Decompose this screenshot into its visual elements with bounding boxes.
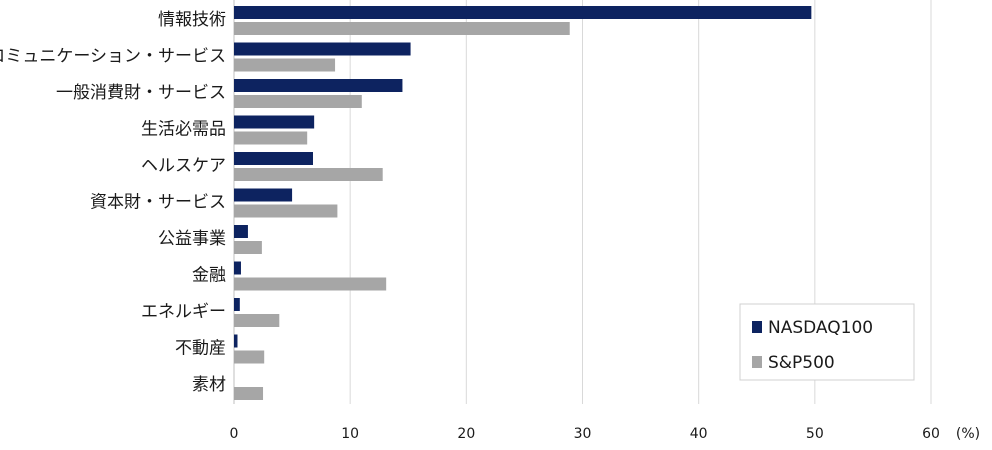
legend-box [739, 303, 915, 381]
bar-nasdaq100 [234, 42, 411, 56]
legend-swatch-nasdaq100 [752, 321, 762, 333]
category-label: ヘルスケア [141, 156, 226, 176]
x-tick-label: 40 [690, 426, 708, 442]
category-label: 情報技術 [158, 10, 226, 30]
category-label: 素材 [192, 375, 226, 395]
category-label: エネルギー [141, 302, 226, 322]
legend-label-nasdaq100: NASDAQ100 [768, 318, 873, 338]
bar-sp500 [234, 22, 570, 35]
bar-nasdaq100 [234, 261, 241, 275]
category-label: 生活必需品 [141, 120, 226, 140]
bar-nasdaq100 [234, 298, 240, 311]
x-tick-label: 10 [341, 426, 359, 442]
x-tick-label: 60 [922, 426, 940, 442]
x-tick-labels: 0 10 20 30 40 50 60 [230, 426, 940, 442]
bar-sp500 [234, 241, 262, 254]
bar-sp500 [234, 168, 383, 181]
x-tick-label: 50 [806, 426, 824, 442]
x-axis-unit-label: (%) [956, 426, 980, 442]
category-label: 一般消費財・サービス [56, 83, 226, 103]
bar-nasdaq100 [234, 334, 238, 348]
bar-nasdaq100 [234, 79, 403, 92]
bar-sp500 [234, 277, 387, 291]
bar-sp500 [234, 204, 338, 218]
x-tick-label: 0 [230, 426, 239, 442]
bar-nasdaq100 [234, 6, 812, 19]
bar-sp500 [234, 95, 362, 108]
bar-sp500 [234, 58, 336, 72]
category-label: 不動産 [175, 339, 226, 359]
bar-nasdaq100 [234, 225, 248, 238]
bar-sp500 [234, 350, 265, 364]
category-labels: 情報技術コミュニケーション・サービス一般消費財・サービス生活必需品ヘルスケア資本… [0, 10, 226, 395]
x-tick-label: 20 [457, 426, 475, 442]
legend-label-sp500: S&P500 [768, 353, 835, 373]
bar-nasdaq100 [234, 152, 313, 165]
category-label: 公益事業 [158, 229, 226, 249]
legend: NASDAQ100 S&P500 [739, 303, 915, 381]
bar-nasdaq100 [234, 188, 293, 202]
bar-nasdaq100 [234, 115, 315, 129]
bar-sp500 [234, 314, 280, 327]
legend-swatch-sp500 [752, 356, 762, 368]
x-tick-label: 30 [574, 426, 592, 442]
category-label: コミュニケーション・サービス [0, 47, 226, 67]
bar-sp500 [234, 387, 264, 400]
bar-sp500 [234, 131, 308, 145]
bars [234, 6, 812, 400]
category-label: 資本財・サービス [90, 193, 226, 213]
category-label: 金融 [192, 266, 226, 286]
